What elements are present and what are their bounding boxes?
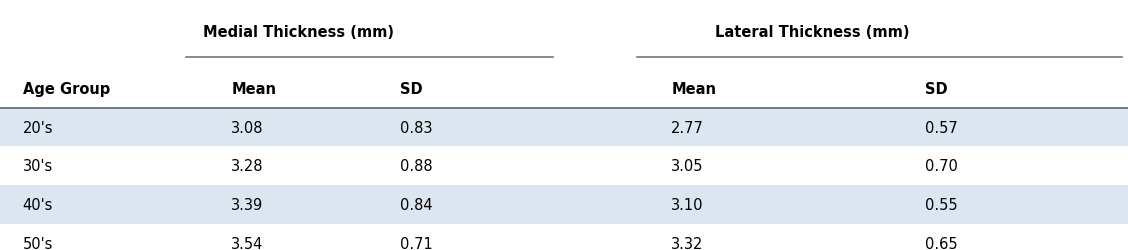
Text: Medial Thickness (mm): Medial Thickness (mm) bbox=[203, 25, 395, 40]
Text: 3.54: 3.54 bbox=[231, 236, 264, 250]
Text: Lateral Thickness (mm): Lateral Thickness (mm) bbox=[715, 25, 909, 40]
Text: 0.70: 0.70 bbox=[925, 159, 958, 174]
Text: 50's: 50's bbox=[23, 236, 53, 250]
Text: SD: SD bbox=[925, 81, 948, 96]
Text: 30's: 30's bbox=[23, 159, 53, 174]
FancyBboxPatch shape bbox=[0, 224, 1128, 250]
Text: Mean: Mean bbox=[671, 81, 716, 96]
Text: 0.57: 0.57 bbox=[925, 120, 958, 135]
Text: Mean: Mean bbox=[231, 81, 276, 96]
Text: 3.08: 3.08 bbox=[231, 120, 264, 135]
Text: 20's: 20's bbox=[23, 120, 53, 135]
FancyBboxPatch shape bbox=[0, 108, 1128, 147]
Text: 0.83: 0.83 bbox=[400, 120, 433, 135]
Text: 0.84: 0.84 bbox=[400, 198, 433, 212]
Text: 0.65: 0.65 bbox=[925, 236, 958, 250]
Text: 2.77: 2.77 bbox=[671, 120, 704, 135]
Text: 3.05: 3.05 bbox=[671, 159, 704, 174]
Text: 40's: 40's bbox=[23, 198, 53, 212]
Text: 0.88: 0.88 bbox=[400, 159, 433, 174]
FancyBboxPatch shape bbox=[0, 186, 1128, 224]
Text: 3.28: 3.28 bbox=[231, 159, 264, 174]
Text: 3.32: 3.32 bbox=[671, 236, 704, 250]
Text: SD: SD bbox=[400, 81, 423, 96]
FancyBboxPatch shape bbox=[0, 147, 1128, 186]
Text: 0.55: 0.55 bbox=[925, 198, 958, 212]
Text: 3.10: 3.10 bbox=[671, 198, 704, 212]
Text: 3.39: 3.39 bbox=[231, 198, 264, 212]
Text: 0.71: 0.71 bbox=[400, 236, 433, 250]
Text: Age Group: Age Group bbox=[23, 81, 109, 96]
